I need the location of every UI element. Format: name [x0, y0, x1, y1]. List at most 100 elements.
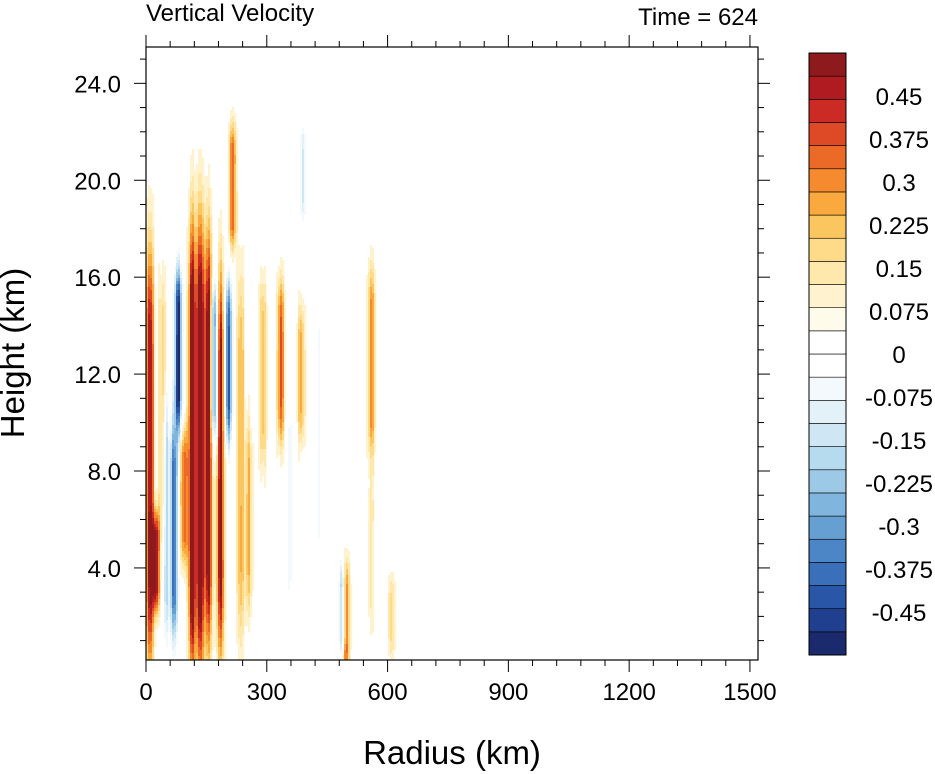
heat-cell	[178, 257, 181, 261]
heat-cell	[178, 539, 181, 543]
heat-cell	[190, 155, 193, 159]
heat-cell	[206, 209, 209, 213]
heat-cell	[186, 410, 189, 414]
heat-cell	[204, 314, 207, 318]
heat-cell	[180, 398, 183, 402]
heat-cell	[154, 428, 157, 432]
heat-cell	[146, 461, 149, 465]
heat-cell	[150, 341, 153, 345]
heat-cell	[146, 206, 149, 210]
heat-cell	[164, 548, 167, 552]
heat-cell	[202, 596, 205, 600]
heat-cell	[170, 440, 173, 444]
heat-cell	[148, 590, 151, 594]
heat-cell	[158, 533, 161, 537]
heat-cell	[186, 560, 189, 564]
heat-cell	[168, 455, 171, 459]
heat-cell	[190, 503, 193, 507]
heat-cell	[178, 449, 181, 453]
heat-cell	[188, 344, 191, 348]
heat-cell	[190, 242, 193, 246]
heat-cell	[160, 374, 163, 378]
heat-cell	[212, 479, 215, 483]
heat-cell	[200, 614, 203, 618]
heat-cell	[172, 452, 175, 456]
heat-cell	[186, 608, 189, 612]
heat-cell	[198, 245, 201, 249]
heat-cell	[186, 353, 189, 357]
heat-cell	[146, 368, 149, 372]
heat-cell	[194, 569, 197, 573]
heat-cell	[204, 563, 207, 567]
heat-cell	[212, 473, 215, 477]
heat-cell	[192, 617, 195, 621]
heat-cell	[202, 611, 205, 615]
heat-cell	[220, 227, 223, 231]
heat-cell	[154, 455, 157, 459]
heat-cell	[162, 638, 165, 642]
heat-cell	[212, 614, 215, 618]
heat-cell	[206, 194, 209, 198]
heat-cell	[204, 278, 207, 282]
heat-cell	[150, 602, 153, 606]
heat-cell	[196, 647, 199, 651]
heat-cell	[202, 383, 205, 387]
heat-cell	[220, 254, 223, 258]
heat-cell	[160, 494, 163, 498]
heat-cell	[194, 608, 197, 612]
heat-cell	[160, 431, 163, 435]
heat-cell	[172, 374, 175, 378]
heat-cell	[150, 191, 153, 195]
heat-cell	[192, 314, 195, 318]
heat-cell	[152, 200, 155, 204]
heat-cell	[216, 401, 219, 405]
heat-cell	[152, 323, 155, 327]
heat-cell	[198, 380, 201, 384]
heat-cell	[188, 338, 191, 342]
heat-cell	[218, 536, 221, 540]
heat-cell	[212, 395, 215, 399]
heat-cell	[158, 611, 161, 615]
heat-cell	[152, 503, 155, 507]
heat-cell	[210, 527, 213, 531]
heat-cell	[196, 275, 199, 279]
heat-cell	[208, 548, 211, 552]
heat-cell	[198, 302, 201, 306]
heat-cell	[172, 329, 175, 333]
heat-cell	[154, 377, 157, 381]
heat-cell	[206, 278, 209, 282]
heat-cell	[204, 185, 207, 189]
heat-cell	[214, 275, 217, 279]
heat-cell	[216, 446, 219, 450]
heat-cell	[148, 629, 151, 633]
heat-cell	[188, 560, 191, 564]
heat-cell	[218, 404, 221, 408]
heat-cell	[198, 458, 201, 462]
heat-cell	[172, 275, 175, 279]
heat-cell	[180, 413, 183, 417]
heat-cell	[176, 254, 179, 258]
heat-cell	[208, 227, 211, 231]
heat-cell	[148, 539, 151, 543]
heat-cell	[202, 644, 205, 648]
heat-cell	[164, 653, 167, 657]
heat-cell	[212, 638, 215, 642]
heat-cell	[184, 524, 187, 528]
heat-cell	[174, 296, 177, 300]
heat-cell	[210, 635, 213, 639]
heat-cell	[216, 410, 219, 414]
heat-cell	[150, 434, 153, 438]
heat-cell	[206, 452, 209, 456]
heat-cell	[210, 281, 213, 285]
heat-cell	[186, 287, 189, 291]
heat-cell	[172, 356, 175, 360]
heat-cell	[188, 368, 191, 372]
heat-cell	[184, 440, 187, 444]
heat-cell	[218, 290, 221, 294]
heat-cell	[192, 188, 195, 192]
heat-cell	[186, 431, 189, 435]
heat-cell	[146, 263, 149, 267]
heat-cell	[178, 389, 181, 393]
heat-cell	[202, 389, 205, 393]
heat-cell	[148, 326, 151, 330]
